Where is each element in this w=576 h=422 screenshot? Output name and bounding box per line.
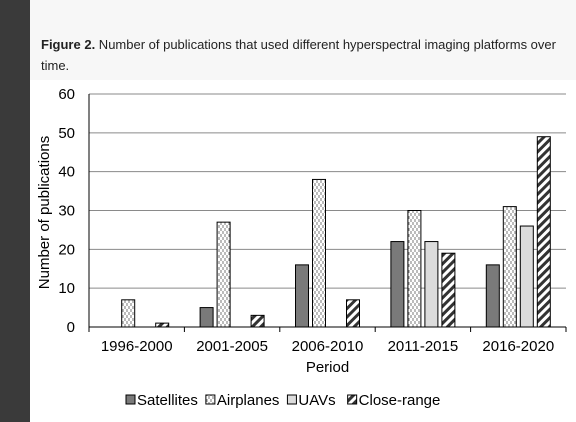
bar-airplanes xyxy=(121,299,136,328)
bar-close-range xyxy=(441,252,456,328)
x-axis: 1996-2000 2001-2005 2006-2010 2011-2015 2016… xyxy=(88,326,567,355)
grid-lines xyxy=(89,93,566,289)
bar-close-range xyxy=(346,299,360,328)
legend-item-satellites: Satellites xyxy=(125,392,198,409)
bar-airplanes xyxy=(312,178,326,328)
bar-satellites xyxy=(295,264,309,328)
y-tick-label: 0 xyxy=(67,319,75,336)
bar-close-range xyxy=(155,322,170,328)
legend-label: Close-range xyxy=(359,392,441,409)
legend-item-close-range: Close-range xyxy=(347,392,441,409)
legend-item-airplanes: Airplanes xyxy=(205,392,280,409)
y-tick-label: 40 xyxy=(58,164,75,181)
x-tick-label: 2006-2010 xyxy=(292,338,364,355)
bar-uavs xyxy=(519,225,534,328)
bar-close-range xyxy=(250,314,265,328)
legend-swatch xyxy=(125,394,136,405)
y-axis-title: Number of publications xyxy=(36,136,53,289)
x-tick-label: 1996-2000 xyxy=(101,338,173,355)
legend-swatch xyxy=(347,394,358,405)
bar-airplanes xyxy=(216,221,231,328)
chart-area xyxy=(30,80,576,422)
legend-label: Airplanes xyxy=(217,392,280,409)
x-axis-title: Period xyxy=(306,359,349,376)
figure-caption: Figure 2. Number of publications that us… xyxy=(41,34,573,76)
y-tick-label: 20 xyxy=(58,241,75,258)
bar-satellites xyxy=(199,307,214,328)
x-tick-label: 2001-2005 xyxy=(196,338,268,355)
y-axis: 0 10 20 30 40 50 60 xyxy=(58,86,90,336)
legend-swatch xyxy=(205,394,216,405)
x-tick-label: 2011-2015 xyxy=(388,338,459,355)
caption-label: Figure 2. xyxy=(41,37,96,52)
x-tick-label: 2016-2020 xyxy=(482,338,554,355)
legend-label: UAVs xyxy=(298,392,335,409)
legend-item-uavs: UAVs xyxy=(286,392,336,409)
bar-satellites xyxy=(390,241,405,328)
y-tick-label: 50 xyxy=(58,125,75,142)
bar-uavs xyxy=(424,241,439,328)
bar-satellites xyxy=(485,264,500,328)
top-bar xyxy=(30,0,576,22)
bar-airplanes xyxy=(407,210,422,328)
legend: Satellites Airplanes UAVs Close-range xyxy=(125,392,441,409)
caption-text: Number of publications that used differe… xyxy=(41,37,556,73)
bar-airplanes xyxy=(502,206,517,328)
y-tick-label: 30 xyxy=(58,203,75,220)
y-tick-label: 60 xyxy=(58,86,75,103)
y-tick-label: 10 xyxy=(58,280,75,297)
bar-close-range xyxy=(536,136,551,328)
bars xyxy=(121,136,551,328)
legend-label: Satellites xyxy=(137,392,198,409)
legend-swatch xyxy=(286,394,297,405)
